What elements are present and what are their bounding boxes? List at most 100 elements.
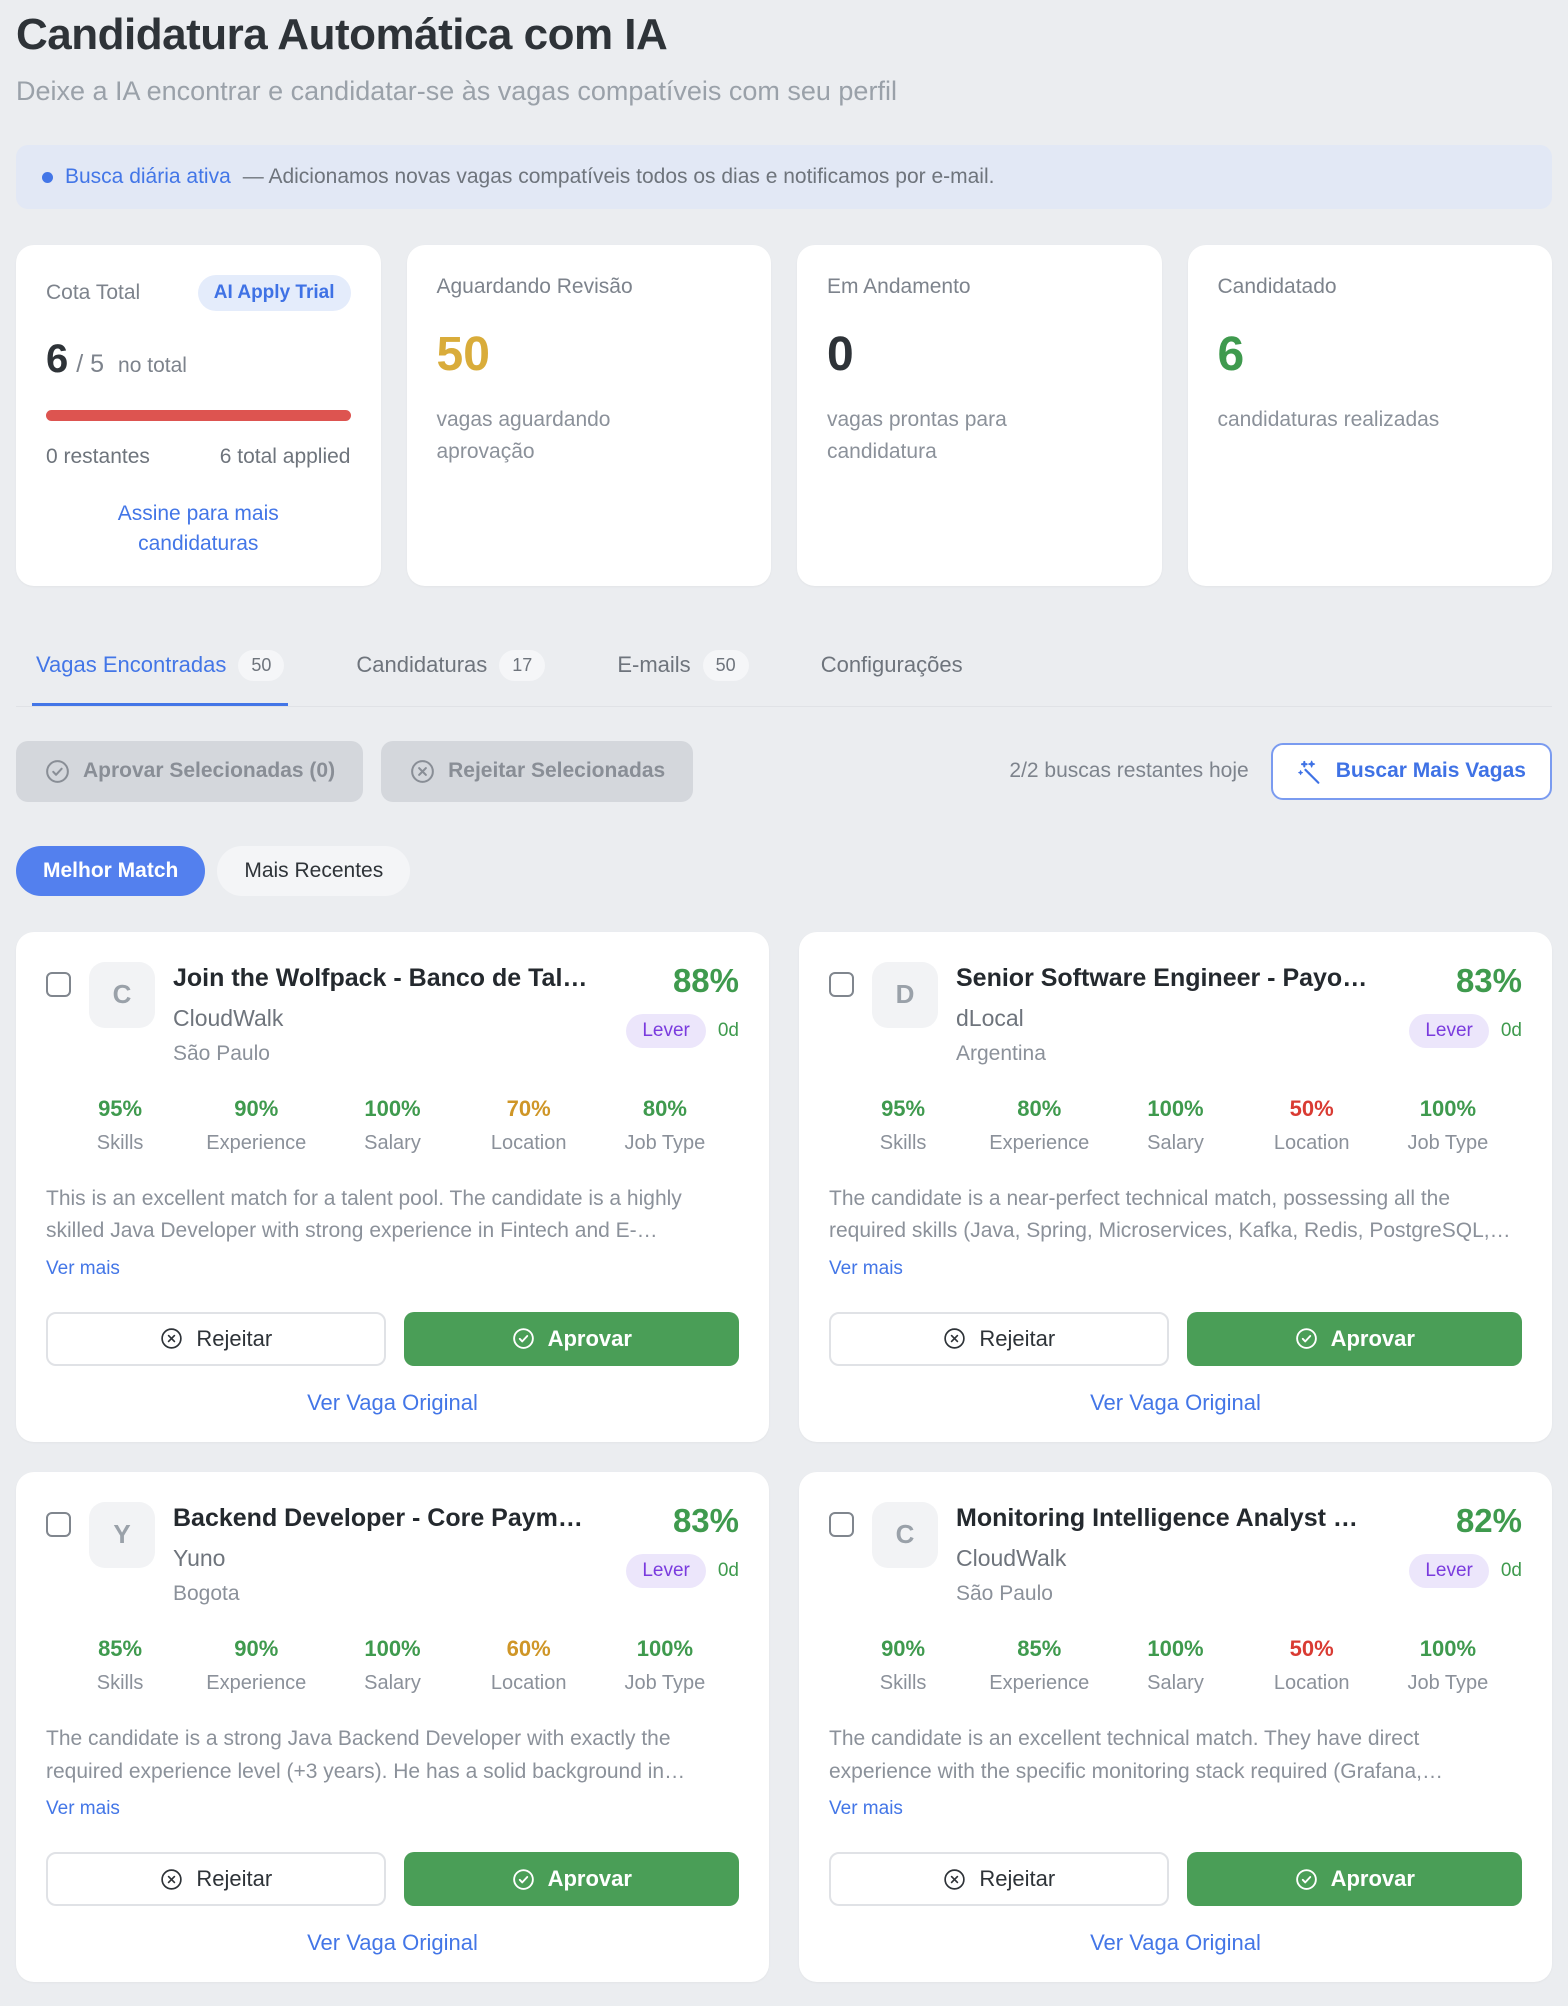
job-title: Senior Software Engineer - Payo…: [956, 963, 1368, 992]
see-more-link[interactable]: Ver mais: [46, 1257, 120, 1279]
view-original-job-link[interactable]: Ver Vaga Original: [1090, 1389, 1261, 1415]
score-label: Salary: [1147, 1671, 1204, 1694]
score-value: 100%: [1419, 1635, 1477, 1661]
score-value: 50%: [1289, 1635, 1334, 1661]
match-description: The candidate is a strong Java Backend D…: [46, 1726, 686, 1783]
approve-button[interactable]: Aprovar: [403, 1311, 739, 1366]
score-label: Experience: [206, 1131, 307, 1154]
score-value: 95%: [881, 1095, 926, 1121]
tab-candidaturas[interactable]: Candidaturas 17: [352, 644, 549, 706]
match-percentage: 88%: [672, 961, 739, 999]
tab-count-badge: 50: [702, 649, 749, 681]
job-company: Yuno: [173, 1544, 226, 1571]
tab-count-badge: 17: [499, 649, 546, 681]
search-more-jobs-button[interactable]: Buscar Mais Vagas: [1270, 742, 1552, 800]
searches-remaining: 2/2 buscas restantes hoje: [1009, 759, 1249, 783]
approve-selected-button[interactable]: Aprovar Selecionadas (0): [16, 740, 364, 802]
stat-cards: Cota Total AI Apply Trial 6 / 5 no total…: [16, 245, 1552, 586]
tab-configuracoes[interactable]: Configurações: [817, 644, 967, 706]
score-label: Location: [1273, 1671, 1350, 1694]
score-value: 100%: [1419, 1095, 1477, 1121]
x-circle-icon: [409, 758, 436, 785]
job-card: C Monitoring Intelligence Analyst … Clou…: [799, 1471, 1552, 1983]
score-label: Job Type: [1407, 1131, 1489, 1154]
status-dot-icon: [42, 171, 53, 183]
reject-label: Rejeitar: [196, 1325, 273, 1351]
job-company: CloudWalk: [173, 1004, 284, 1031]
reject-button[interactable]: Rejeitar: [829, 1852, 1169, 1907]
job-age: 0d: [1500, 1559, 1522, 1581]
reject-selected-label: Rejeitar Selecionadas: [448, 759, 666, 783]
source-badge: Lever: [626, 1553, 706, 1588]
score-skills: 90% Skills: [835, 1636, 971, 1695]
reject-button[interactable]: Rejeitar: [46, 1311, 386, 1366]
daily-search-description: — Adicionamos novas vagas compatíveis to…: [242, 165, 995, 188]
quota-used: 6: [46, 337, 69, 381]
stat-card-applied: Candidatado 6 candidaturas realizadas: [1187, 245, 1552, 586]
score-experience: 90% Experience: [188, 1096, 324, 1155]
score-label: Job Type: [1407, 1671, 1489, 1694]
filter-most-recent[interactable]: Mais Recentes: [217, 845, 411, 896]
check-circle-icon: [1294, 1867, 1319, 1892]
score-label: Location: [490, 1671, 567, 1694]
score-location: 70% Location: [461, 1096, 597, 1155]
job-location: Argentina: [956, 1041, 1046, 1065]
score-skills: 95% Skills: [52, 1096, 188, 1155]
daily-search-banner: Busca diária ativa — Adicionamos novas v…: [16, 145, 1552, 209]
job-location: São Paulo: [956, 1581, 1053, 1605]
see-more-link[interactable]: Ver mais: [829, 1798, 903, 1820]
reject-button[interactable]: Rejeitar: [829, 1311, 1169, 1366]
job-select-checkbox[interactable]: [46, 1511, 71, 1537]
tab-label: Vagas Encontradas: [36, 652, 227, 678]
source-badge: Lever: [1409, 1553, 1489, 1588]
daily-search-status: Busca diária ativa: [65, 165, 231, 188]
match-description: This is an excellent match for a talent …: [46, 1186, 682, 1243]
stat-card-in-progress: Em Andamento 0 vagas prontas para candid…: [797, 245, 1162, 586]
job-card: C Join the Wolfpack - Banco de Tal… Clou…: [16, 931, 769, 1442]
quota-total-caption: no total: [118, 354, 187, 377]
filter-best-match[interactable]: Melhor Match: [16, 845, 206, 896]
score-label: Skills: [96, 1671, 144, 1694]
score-label: Experience: [989, 1671, 1090, 1694]
job-company: dLocal: [956, 1004, 1024, 1031]
reject-label: Rejeitar: [979, 1866, 1056, 1892]
check-circle-icon: [1294, 1326, 1319, 1351]
match-description: The candidate is a near-perfect technica…: [829, 1186, 1511, 1243]
approve-button[interactable]: Aprovar: [1186, 1852, 1522, 1907]
reject-button[interactable]: Rejeitar: [46, 1852, 386, 1907]
score-label: Salary: [364, 1671, 421, 1694]
score-label: Job Type: [624, 1131, 706, 1154]
tab-vagas-encontradas[interactable]: Vagas Encontradas 50: [32, 644, 289, 706]
score-breakdown: 90% Skills 85% Experience 100% Salary 50…: [829, 1636, 1522, 1695]
tab-label: Configurações: [820, 652, 963, 678]
job-select-checkbox[interactable]: [46, 971, 71, 997]
score-breakdown: 95% Skills 80% Experience 100% Salary 50…: [829, 1096, 1522, 1155]
score-breakdown: 85% Skills 90% Experience 100% Salary 60…: [46, 1636, 739, 1695]
score-location: 50% Location: [1244, 1096, 1380, 1155]
approve-label: Aprovar: [547, 1866, 632, 1892]
approve-button[interactable]: Aprovar: [1186, 1311, 1522, 1366]
stat-card-review: Aguardando Revisão 50 vagas aguardando a…: [406, 245, 771, 586]
see-more-link[interactable]: Ver mais: [46, 1798, 120, 1820]
subscribe-link[interactable]: Assine para mais candidaturas: [117, 502, 279, 556]
see-more-link[interactable]: Ver mais: [829, 1257, 903, 1279]
view-original-job-link[interactable]: Ver Vaga Original: [307, 1930, 478, 1956]
job-select-checkbox[interactable]: [829, 971, 854, 997]
source-badge: Lever: [626, 1013, 706, 1048]
score-label: Salary: [364, 1131, 421, 1154]
check-circle-icon: [44, 758, 71, 785]
view-original-job-link[interactable]: Ver Vaga Original: [307, 1389, 478, 1415]
score-value: 50%: [1289, 1095, 1334, 1121]
score-label: Skills: [879, 1131, 927, 1154]
match-percentage: 82%: [1455, 1501, 1522, 1539]
score-job-type: 100% Job Type: [1380, 1636, 1516, 1695]
approve-button[interactable]: Aprovar: [403, 1852, 739, 1907]
job-location: Bogota: [173, 1581, 240, 1605]
reject-selected-button[interactable]: Rejeitar Selecionadas: [381, 740, 694, 802]
view-original-job-link[interactable]: Ver Vaga Original: [1090, 1930, 1261, 1956]
job-select-checkbox[interactable]: [829, 1511, 854, 1537]
sort-filters: Melhor Match Mais Recentes: [16, 845, 1552, 896]
tab-emails[interactable]: E-mails 50: [613, 644, 752, 706]
tab-count-badge: 50: [238, 649, 285, 681]
